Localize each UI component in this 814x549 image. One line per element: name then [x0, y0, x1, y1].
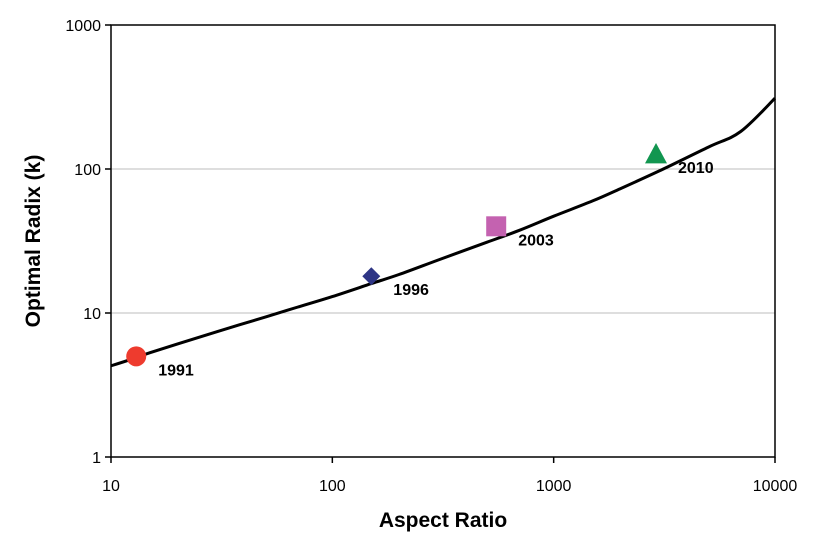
x-tick-label: 10: [102, 478, 120, 495]
y-tick-label: 100: [74, 162, 101, 179]
point-label-2010: 2010: [678, 160, 714, 177]
point-label-1991: 1991: [158, 362, 194, 379]
x-tick-label: 10000: [753, 478, 798, 495]
point-label-1996: 1996: [393, 282, 429, 299]
plot-area-frame: [110, 24, 776, 458]
x-tick-label: 1000: [536, 478, 572, 495]
y-tick-label: 1000: [65, 18, 101, 35]
point-marker-1996: [362, 267, 381, 286]
point-marker-1991: [126, 346, 147, 367]
gridlines: [111, 168, 775, 314]
point-marker-2003: [486, 216, 507, 237]
x-tick-label: 100: [319, 478, 346, 495]
point-label-2003: 2003: [518, 232, 554, 249]
data-points: 1991 1996 2003 2010: [126, 143, 714, 379]
y-axis-title: Optimal Radix (k): [22, 155, 45, 328]
point-marker-2010: [645, 143, 668, 164]
x-axis-ticks: 10 100 1000 10000: [102, 457, 797, 495]
series-curve: [110, 97, 777, 368]
y-tick-label: 10: [83, 306, 101, 323]
y-tick-label: 1: [92, 450, 101, 467]
x-axis-title: Aspect Ratio: [379, 509, 507, 532]
y-axis-ticks: 1 10 100 1000: [65, 18, 111, 467]
